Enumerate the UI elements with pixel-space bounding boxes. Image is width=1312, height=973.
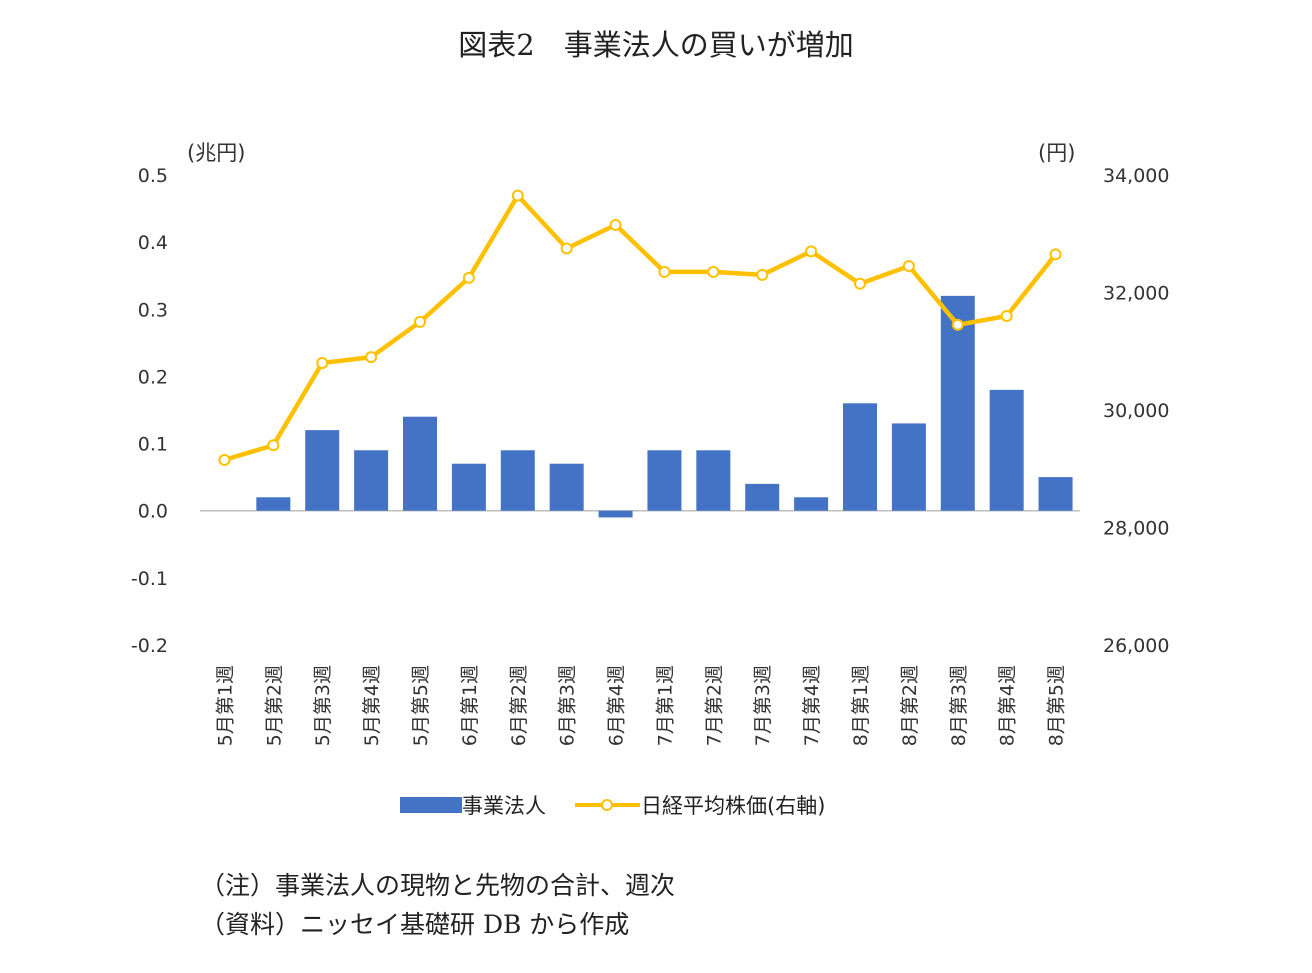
category-label: 8月第5週 <box>1046 665 1068 746</box>
line-point-18 <box>1049 248 1062 261</box>
line-point-15 <box>902 260 915 273</box>
bar-12 <box>745 483 780 511</box>
line-point-11 <box>707 265 720 278</box>
right-axis-unit: (円) <box>1038 141 1075 165</box>
line-point-6 <box>462 271 475 284</box>
bar-14 <box>843 403 877 511</box>
bars-layer <box>256 295 1073 518</box>
left-tick-label: 0.0 <box>138 501 168 523</box>
line-point-1 <box>218 453 231 466</box>
category-label: 6月第4週 <box>606 665 628 746</box>
left-tick-label: 0.1 <box>138 434 168 456</box>
bar-15 <box>891 423 926 511</box>
left-tick-label: 0.2 <box>138 366 168 388</box>
category-label: 5月第3週 <box>312 665 334 746</box>
category-label: 5月第2週 <box>263 665 285 746</box>
legend-swatch-bar <box>400 797 462 813</box>
bar-18 <box>1038 477 1073 511</box>
category-label: 7月第2週 <box>703 665 725 746</box>
category-label: 7月第3週 <box>752 665 774 746</box>
line-point-17 <box>1000 310 1013 322</box>
line-point-13 <box>805 245 818 258</box>
category-label: 8月第3週 <box>948 665 970 746</box>
left-axis-ticks: -0.2 -0.1 0.0 0.1 0.2 0.3 0.4 0.5 <box>131 165 168 657</box>
left-tick-label: 0.5 <box>138 165 168 187</box>
right-axis-ticks: 26,000 28,000 30,000 32,000 34,000 <box>1103 165 1169 657</box>
bar-11 <box>696 450 731 511</box>
bar-17 <box>989 389 1024 511</box>
line-series <box>223 193 1058 463</box>
legend-label-line: 日経平均株価(右軸) <box>641 794 825 818</box>
right-tick-label: 32,000 <box>1103 283 1169 305</box>
category-labels: 5月第1週 5月第2週 5月第3週 5月第4週 5月第5週 6月第1週 6月第2週 6月第3週… <box>214 665 1067 746</box>
left-tick-label: 0.4 <box>138 232 168 254</box>
note-2: （資料）ニッセイ基礎研 DB から作成 <box>200 910 630 939</box>
bar-16 <box>940 295 975 511</box>
legend-swatch-marker <box>601 799 613 811</box>
legend: 事業法人 日経平均株価(右軸) <box>400 794 825 818</box>
bar-13 <box>794 497 829 511</box>
line-point-12 <box>756 268 769 281</box>
right-tick-label: 34,000 <box>1103 165 1169 187</box>
line-point-16 <box>951 318 964 331</box>
category-label: 5月第5週 <box>410 665 432 746</box>
left-tick-label: 0.3 <box>138 299 168 321</box>
bar-6 <box>451 463 486 511</box>
left-tick-label: -0.2 <box>131 635 168 657</box>
category-label: 7月第4週 <box>801 665 823 746</box>
bar-7 <box>500 450 535 511</box>
bar-5 <box>403 416 437 511</box>
category-label: 8月第2週 <box>899 665 921 746</box>
line-point-3 <box>316 357 329 369</box>
bar-3 <box>305 430 340 511</box>
bar-2 <box>256 497 291 511</box>
category-label: 5月第1週 <box>214 665 236 746</box>
right-tick-label: 28,000 <box>1103 518 1169 540</box>
category-label: 5月第4週 <box>361 665 383 746</box>
category-label: 8月第4週 <box>997 665 1019 746</box>
line-point-8 <box>560 242 573 255</box>
chart-title: 図表2 事業法人の買いが増加 <box>458 28 854 62</box>
bar-8 <box>549 463 584 511</box>
bar-4 <box>354 450 389 511</box>
line-point-4 <box>365 351 378 364</box>
bar-9 <box>598 510 633 518</box>
bar-10 <box>647 450 682 511</box>
line-point-5 <box>414 315 426 328</box>
line-point-2 <box>267 439 280 452</box>
line-point-7 <box>511 189 524 202</box>
line-point-14 <box>854 277 866 290</box>
line-point-10 <box>658 265 671 278</box>
right-tick-label: 26,000 <box>1103 635 1169 657</box>
right-tick-label: 30,000 <box>1103 400 1169 422</box>
left-tick-label: -0.1 <box>131 568 168 590</box>
line-point-9 <box>609 218 622 231</box>
category-label: 6月第1週 <box>459 665 481 746</box>
note-1: （注）事業法人の現物と先物の合計、週次 <box>200 871 676 900</box>
legend-label-bar: 事業法人 <box>462 794 546 818</box>
category-label: 8月第1週 <box>850 665 872 746</box>
category-label: 6月第2週 <box>508 665 530 746</box>
line-layer <box>218 189 1062 466</box>
category-label: 6月第3週 <box>557 665 579 746</box>
left-axis-unit: (兆円) <box>187 141 245 165</box>
category-label: 7月第1週 <box>654 665 676 746</box>
